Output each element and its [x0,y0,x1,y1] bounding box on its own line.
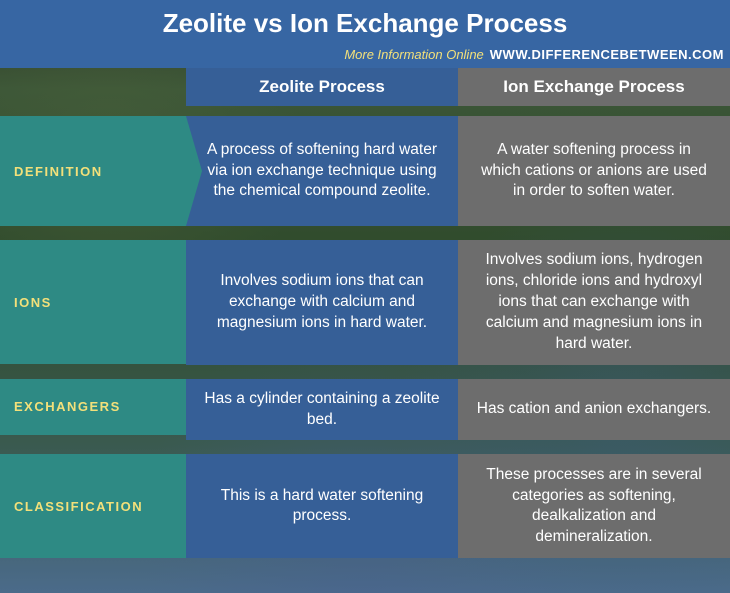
rows-container: DEFINITION A process of softening hard w… [0,106,730,558]
cell-right: These processes are in several categorie… [458,454,730,558]
table-row: DEFINITION A process of softening hard w… [0,116,730,226]
row-label: EXCHANGERS [0,379,186,435]
column-header-right: Ion Exchange Process [458,68,730,106]
page-title: Zeolite vs Ion Exchange Process [0,8,730,39]
row-label: IONS [0,240,186,364]
subheader-bar: More Information Online WWW.DIFFERENCEBE… [0,43,730,68]
site-url: WWW.DIFFERENCEBETWEEN.COM [490,47,724,62]
more-info-text: More Information Online [344,47,483,62]
row-label: CLASSIFICATION [0,454,186,558]
table-row: IONS Involves sodium ions that can excha… [0,240,730,365]
table-row: EXCHANGERS Has a cylinder containing a z… [0,379,730,441]
column-headers: Zeolite Process Ion Exchange Process [0,68,730,106]
cell-left: This is a hard water softening process. [186,454,458,558]
cell-right: Has cation and anion exchangers. [458,379,730,441]
row-label: DEFINITION [0,116,186,226]
cell-left: Involves sodium ions that can exchange w… [186,240,458,365]
empty-corner [0,68,186,106]
infographic-container: Zeolite vs Ion Exchange Process More Inf… [0,0,730,593]
table-row: CLASSIFICATION This is a hard water soft… [0,454,730,558]
cell-left: Has a cylinder containing a zeolite bed. [186,379,458,441]
cell-left: A process of softening hard water via io… [186,116,458,226]
header-bar: Zeolite vs Ion Exchange Process [0,0,730,43]
cell-right: A water softening process in which catio… [458,116,730,226]
cell-right: Involves sodium ions, hydrogen ions, chl… [458,240,730,365]
column-header-left: Zeolite Process [186,68,458,106]
